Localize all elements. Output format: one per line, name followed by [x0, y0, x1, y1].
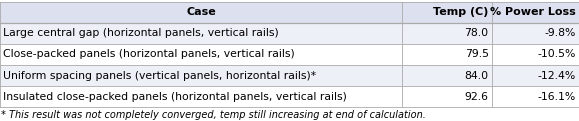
Text: Close-packed panels (horizontal panels, vertical rails): Close-packed panels (horizontal panels, … — [3, 49, 295, 59]
Text: -9.8%: -9.8% — [544, 28, 576, 38]
Bar — [0, 44, 579, 65]
Text: 79.5: 79.5 — [465, 49, 489, 59]
Bar — [0, 65, 579, 86]
Text: Temp (C): Temp (C) — [433, 7, 489, 17]
Text: -12.4%: -12.4% — [537, 71, 576, 80]
Text: 84.0: 84.0 — [464, 71, 489, 80]
Text: 92.6: 92.6 — [465, 92, 489, 102]
Text: Large central gap (horizontal panels, vertical rails): Large central gap (horizontal panels, ve… — [3, 28, 279, 38]
Text: Case: Case — [186, 7, 216, 17]
Text: 78.0: 78.0 — [464, 28, 489, 38]
Text: -16.1%: -16.1% — [537, 92, 576, 102]
Text: % Power Loss: % Power Loss — [490, 7, 576, 17]
Bar — [0, 23, 579, 44]
Text: -10.5%: -10.5% — [537, 49, 576, 59]
Text: Insulated close-packed panels (horizontal panels, vertical rails): Insulated close-packed panels (horizonta… — [3, 92, 347, 102]
Bar — [0, 2, 579, 23]
Text: Uniform spacing panels (vertical panels, horizontal rails)*: Uniform spacing panels (vertical panels,… — [3, 71, 317, 80]
Bar — [0, 86, 579, 107]
Text: * This result was not completely converged, temp still increasing at end of calc: * This result was not completely converg… — [1, 110, 426, 120]
